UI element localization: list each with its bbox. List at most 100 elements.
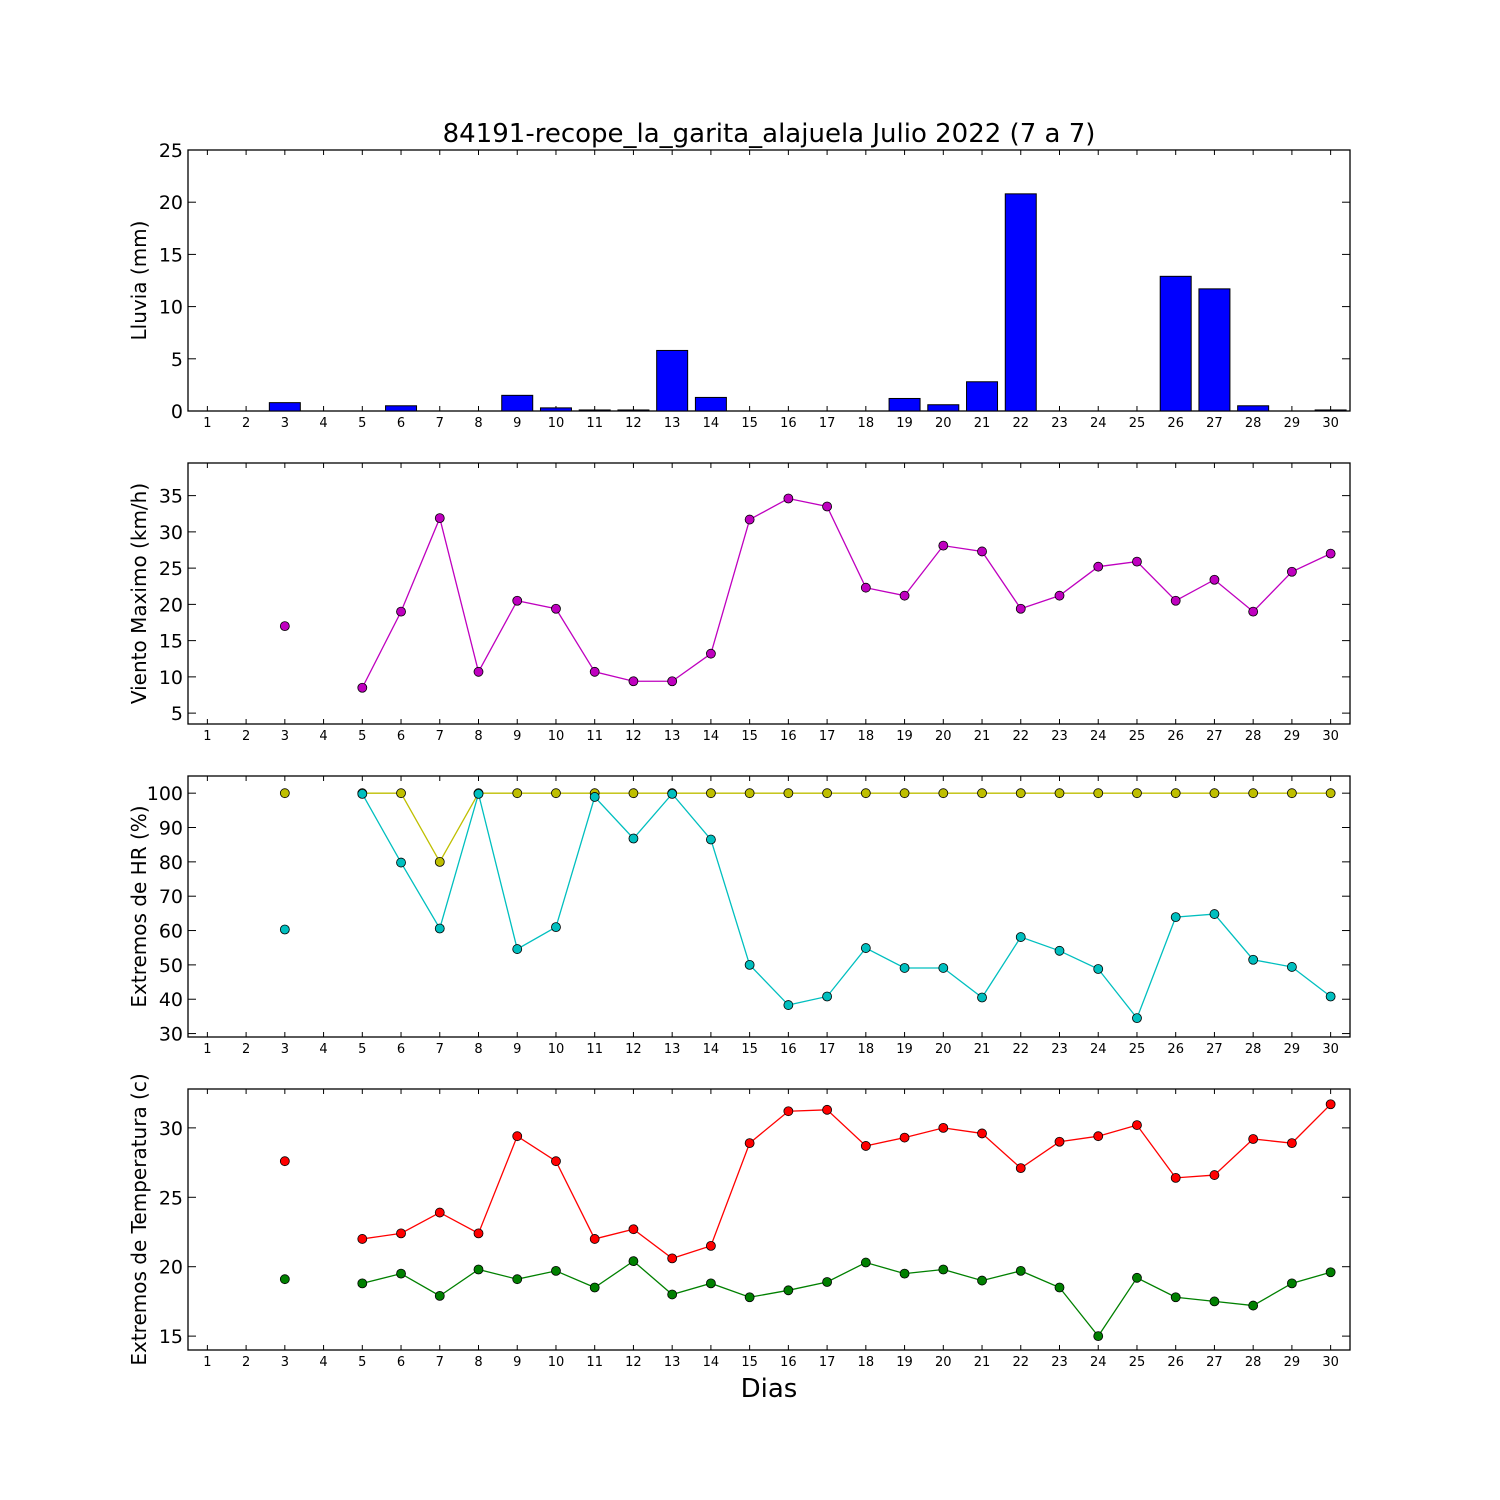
y-tick-label: 15: [159, 631, 183, 653]
data-point: [860, 582, 871, 593]
x-tick-label: 25: [1129, 1042, 1146, 1057]
y-tick-label: 40: [159, 989, 183, 1011]
data-point: [1248, 606, 1259, 617]
data-point: [1287, 962, 1297, 972]
data-point: [822, 1277, 832, 1287]
x-tick-label: 1: [203, 1355, 211, 1370]
x-tick-label: 26: [1167, 729, 1184, 744]
data-point: [1248, 954, 1259, 965]
x-tick-label: 3: [281, 416, 289, 431]
data-point: [396, 606, 406, 617]
x-tick-label: 8: [474, 1042, 482, 1057]
x-tick-label: 19: [896, 1042, 913, 1057]
data-point: [1287, 1138, 1297, 1149]
axes-frame: [187, 462, 1351, 725]
y-tick-label: 90: [159, 818, 183, 840]
x-tick-label: 17: [819, 1042, 836, 1057]
rain-bar: [617, 409, 650, 412]
data-point: [938, 788, 949, 799]
data-point: [1170, 595, 1181, 606]
x-tick-label: 28: [1245, 416, 1262, 431]
x-tick-label: 10: [548, 1042, 565, 1057]
data-point: [434, 856, 445, 867]
x-tick-label: 12: [625, 729, 642, 744]
data-point: [357, 788, 368, 799]
x-tick-label: 17: [819, 729, 836, 744]
data-point: [512, 788, 523, 799]
x-tick-label: 11: [586, 729, 603, 744]
data-point: [938, 540, 949, 551]
y-tick-label: 100: [147, 783, 183, 805]
x-tick-label: 7: [436, 1355, 444, 1370]
y-tick-label: 10: [159, 297, 183, 319]
data-point: [1132, 1272, 1142, 1283]
x-tick-label: 27: [1206, 1042, 1223, 1057]
y-tick-label: 15: [159, 244, 183, 266]
x-tick-label: 19: [896, 729, 913, 744]
x-tick-label: 25: [1129, 1355, 1146, 1370]
data-point: [783, 1106, 794, 1117]
data-point: [899, 963, 910, 973]
data-point: [1248, 788, 1259, 799]
data-point: [744, 959, 755, 970]
y-tick-label: 80: [159, 852, 183, 874]
x-tick-label: 29: [1284, 1355, 1301, 1370]
data-point: [551, 603, 561, 614]
y-tick-label: 30: [159, 1118, 183, 1140]
data-point: [589, 792, 600, 802]
data-point: [1248, 1300, 1259, 1311]
figure-title: 84191-recope_la_garita_alajuela Julio 20…: [443, 119, 1096, 149]
series-line: [362, 1260, 1331, 1338]
rain-bar: [1159, 275, 1192, 412]
x-tick-label: 1: [203, 416, 211, 431]
x-tick-label: 16: [780, 416, 797, 431]
data-point: [1132, 1120, 1142, 1130]
x-tick-label: 5: [358, 1355, 366, 1370]
x-tick-label: 23: [1051, 729, 1068, 744]
data-point: [667, 788, 678, 799]
data-point: [1054, 1136, 1065, 1147]
data-point: [667, 1289, 678, 1300]
x-tick-label: 14: [703, 1042, 720, 1057]
x-tick-label: 2: [242, 729, 250, 744]
data-point: [396, 788, 406, 799]
rain-bar: [656, 349, 689, 412]
x-tick-label: 24: [1090, 416, 1107, 431]
data-point: [822, 788, 832, 799]
data-point: [1132, 1013, 1142, 1024]
x-tick-label: 24: [1090, 1355, 1107, 1370]
x-tick-label: 8: [474, 1355, 482, 1370]
x-tick-label: 4: [319, 416, 327, 431]
data-point: [1325, 991, 1336, 1002]
data-point: [706, 648, 716, 659]
data-point: [1015, 603, 1026, 614]
rain-bar: [385, 405, 418, 412]
y-tick-label: 50: [159, 955, 183, 977]
data-point: [628, 1224, 639, 1235]
x-tick-label: 12: [625, 1042, 642, 1057]
y-axis-label: Lluvia (mm): [127, 221, 151, 341]
y-axis-label: Extremos de Temperatura (c): [127, 1073, 151, 1365]
y-tick-label: 5: [171, 349, 183, 371]
data-point: [279, 924, 290, 935]
data-point: [899, 788, 910, 799]
data-point: [783, 493, 794, 504]
data-point: [744, 788, 755, 799]
data-point: [1170, 788, 1181, 799]
x-tick-label: 18: [858, 1042, 875, 1057]
data-point: [396, 1228, 406, 1239]
x-tick-label: 15: [741, 1042, 758, 1057]
data-point: [628, 833, 639, 844]
y-tick-label: 0: [171, 401, 183, 423]
x-tick-label: 19: [896, 1355, 913, 1370]
data-point: [706, 1240, 716, 1251]
data-point: [396, 1268, 406, 1279]
x-tick-label: 27: [1206, 1355, 1223, 1370]
y-tick-label: 60: [159, 921, 183, 943]
data-point: [1054, 788, 1065, 799]
data-point: [357, 682, 368, 693]
x-tick-label: 25: [1129, 729, 1146, 744]
data-point: [357, 1278, 368, 1289]
